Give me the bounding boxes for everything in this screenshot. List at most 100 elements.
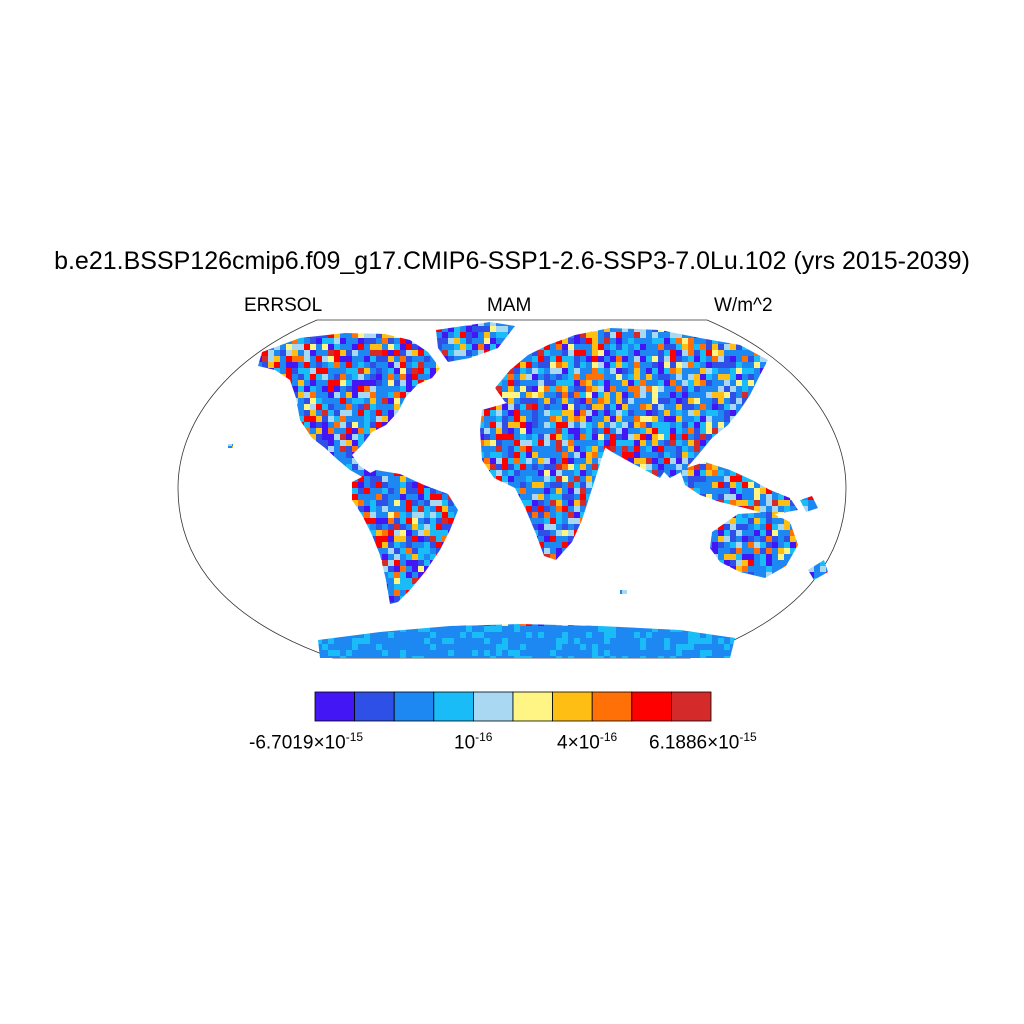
map-cell — [442, 350, 448, 356]
map-cell — [682, 404, 688, 410]
map-cell — [742, 392, 748, 398]
map-cell — [364, 350, 370, 356]
map-cell — [826, 392, 828, 398]
map-cell — [622, 380, 628, 386]
map-cell — [178, 560, 184, 566]
map-cell — [610, 380, 616, 386]
map-cell — [730, 494, 736, 500]
map-cell — [562, 422, 568, 428]
map-cell — [790, 322, 796, 326]
map-cell — [634, 404, 640, 410]
map-cell — [394, 488, 400, 494]
map-cell — [748, 500, 754, 506]
map-cell — [844, 386, 850, 392]
map-cell — [448, 524, 454, 530]
map-cell — [382, 416, 388, 422]
map-cell — [382, 512, 388, 518]
map-cell — [652, 356, 658, 362]
map-cell — [790, 338, 796, 344]
map-cell — [808, 338, 814, 344]
map-cell — [838, 380, 844, 386]
map-cell — [352, 500, 358, 506]
map-cell — [364, 434, 370, 440]
map-cell — [376, 368, 382, 374]
map-cell — [622, 326, 628, 332]
map-cell — [682, 344, 688, 350]
map-cell — [334, 404, 340, 410]
map-cell — [532, 500, 538, 506]
map-cell — [736, 392, 742, 398]
map-cell — [700, 428, 706, 434]
map-cell — [424, 500, 430, 506]
map-cell — [742, 332, 748, 338]
map-cell — [382, 518, 388, 524]
map-cell — [328, 362, 334, 368]
map-cell — [202, 320, 208, 326]
map-cell — [622, 368, 628, 374]
map-cell — [640, 434, 646, 440]
map-cell — [754, 326, 760, 332]
map-cell — [574, 482, 580, 488]
map-cell — [550, 536, 556, 542]
map-cell — [736, 518, 742, 524]
map-cell — [550, 356, 556, 362]
map-cell — [778, 554, 784, 560]
map-cell — [196, 332, 202, 338]
map-cell — [682, 446, 688, 452]
map-cell — [604, 356, 610, 362]
map-cell — [802, 332, 808, 338]
map-cell — [400, 386, 406, 392]
map-cell — [628, 368, 634, 374]
map-cell — [388, 512, 394, 518]
map-cell — [544, 470, 550, 476]
map-cell — [514, 392, 520, 398]
map-cell — [586, 338, 592, 344]
map-cell — [832, 392, 838, 398]
map-cell — [364, 410, 370, 416]
map-cell — [190, 392, 196, 398]
map-cell — [730, 410, 736, 416]
map-cell — [652, 464, 658, 470]
map-cell — [538, 392, 544, 398]
map-cell — [802, 338, 808, 344]
map-cell — [586, 440, 592, 446]
map-cell — [634, 368, 640, 374]
map-cell — [748, 566, 754, 572]
map-cell — [310, 338, 316, 344]
map-cell — [652, 470, 658, 476]
map-cell — [562, 518, 568, 524]
map-cell — [478, 322, 484, 326]
map-cell — [778, 500, 784, 506]
map-cell — [334, 440, 340, 446]
map-cell — [778, 542, 784, 548]
map-cell — [754, 530, 760, 536]
map-cell — [730, 476, 736, 482]
map-cell — [310, 410, 316, 416]
map-cell — [802, 368, 808, 374]
map-cell — [358, 464, 364, 470]
map-cell — [664, 440, 670, 446]
map-cell — [490, 344, 496, 350]
map-cell — [448, 518, 454, 524]
map-cell — [610, 422, 616, 428]
map-cell — [346, 356, 352, 362]
map-cell — [688, 386, 694, 392]
map-cell — [592, 404, 598, 410]
map-cell — [508, 404, 514, 410]
map-cell — [562, 476, 568, 482]
map-cell — [358, 410, 364, 416]
map-cell — [346, 446, 352, 452]
map-cell — [796, 356, 802, 362]
map-cell — [826, 404, 828, 410]
map-cell — [544, 524, 550, 530]
map-cell — [400, 566, 406, 572]
map-cell — [322, 368, 328, 374]
map-cell — [796, 338, 802, 344]
map-cell — [568, 422, 574, 428]
map-cell — [388, 350, 394, 356]
map-cell — [700, 392, 706, 398]
map-cell — [556, 440, 562, 446]
map-cell — [442, 332, 448, 338]
map-cell — [592, 392, 598, 398]
map-cell — [562, 488, 568, 494]
